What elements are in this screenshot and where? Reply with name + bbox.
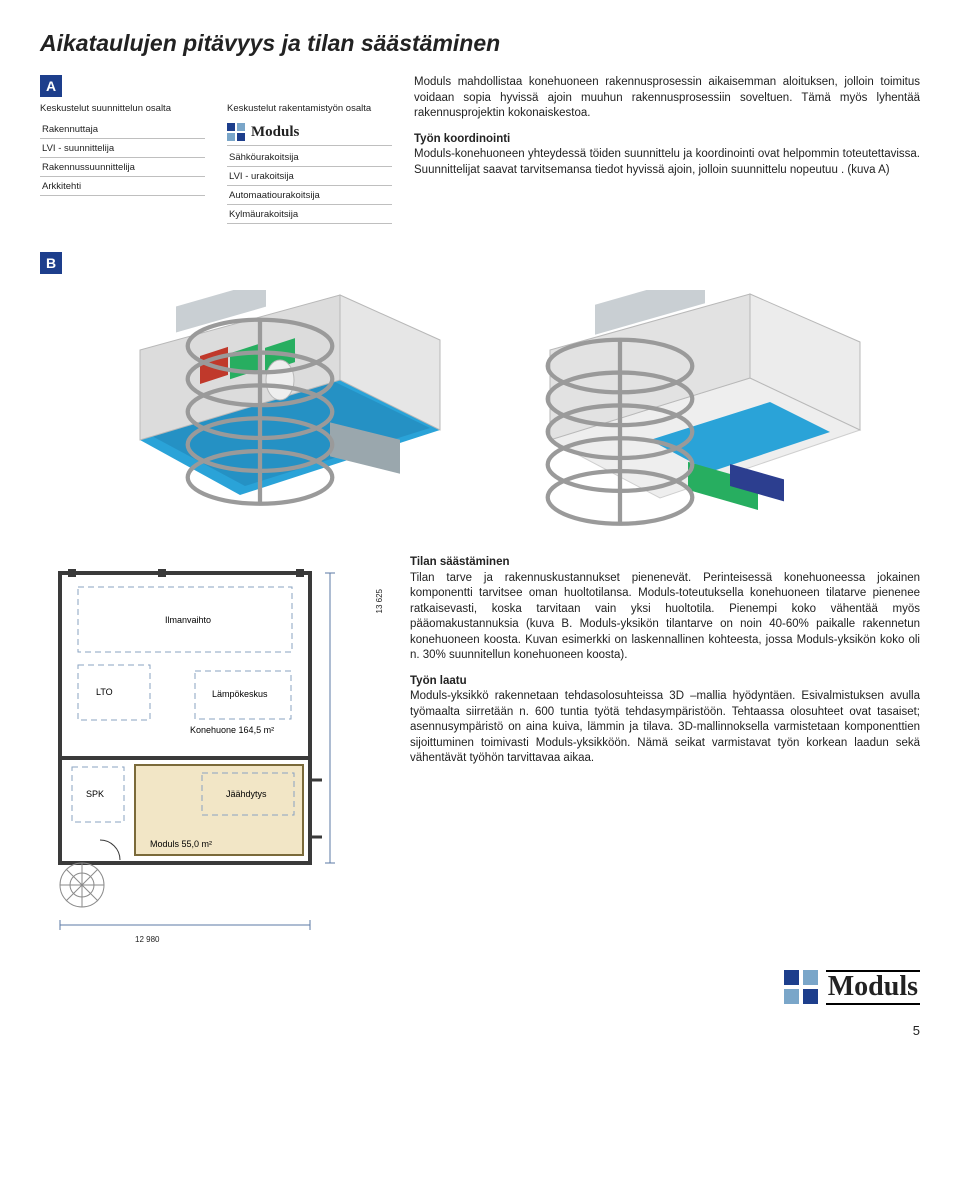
tilan-body: Tilan tarve ja rakennuskustannukset pien… (410, 572, 920, 662)
section-b: B (40, 252, 920, 530)
brand-text: Moduls (826, 970, 920, 1005)
spiral-stair-icon (430, 320, 810, 550)
page-title: Aikataulujen pitävyys ja tilan säästämin… (40, 30, 920, 57)
label-konehuone: Konehuone 164,5 m² (190, 725, 274, 735)
label-ilmanvaihto: Ilmanvaihto (165, 615, 211, 625)
brand-text: Moduls (251, 124, 299, 141)
laatu-heading: Työn laatu (410, 675, 467, 687)
list-item: Sähköurakoitsija (227, 148, 392, 167)
list-item: Arkkitehti (40, 177, 205, 196)
list-item: LVI - urakoitsija (227, 167, 392, 186)
moduls-logo-icon (227, 123, 245, 141)
floor-plan: Ilmanvaihto LTO Lämpökeskus Konehuone 16… (40, 555, 380, 940)
section-a: A Keskustelut suunnittelun osalta Rakenn… (40, 75, 920, 224)
iso-room-right (500, 290, 880, 520)
page-number: 5 (40, 1023, 920, 1038)
coord-body: Moduls-konehuoneen yhteydessä töiden suu… (414, 148, 920, 176)
footer: Moduls (40, 970, 920, 1005)
list-item: Rakennussuunnittelija (40, 158, 205, 177)
list-item: LVI - suunnittelija (40, 139, 205, 158)
badge-a: A (40, 75, 62, 97)
label-lto: LTO (96, 687, 113, 697)
spiral-stair-icon (70, 300, 450, 530)
label-lampokeskus: Lämpökeskus (212, 689, 268, 699)
list-item: Rakennuttaja (40, 120, 205, 139)
badge-b: B (40, 252, 62, 274)
label-jaahdytys: Jäähdytys (226, 789, 267, 799)
moduls-logo-icon (784, 970, 818, 1004)
mid-list-heading: Keskustelut rakentamistyön osalta (227, 103, 392, 114)
coord-heading: Työn koordinointi (414, 133, 510, 145)
dim-horizontal: 12 980 (135, 935, 159, 944)
list-item: Kylmäurakoitsija (227, 205, 392, 224)
label-spk: SPK (86, 789, 104, 799)
iso-room-left (80, 290, 460, 520)
tilan-heading: Tilan säästäminen (410, 556, 510, 568)
label-moduls: Moduls 55,0 m² (150, 839, 212, 849)
dim-vertical: 13 625 (375, 589, 384, 613)
section-c: Ilmanvaihto LTO Lämpökeskus Konehuone 16… (40, 555, 920, 940)
moduls-logo: Moduls (784, 970, 920, 1005)
intro-paragraph: Moduls mahdollistaa konehuoneen rakennus… (414, 75, 920, 122)
left-list-heading: Keskustelut suunnittelun osalta (40, 103, 205, 114)
laatu-body: Moduls-yksikkö rakennetaan tehdasolosuht… (410, 690, 920, 764)
list-item: Automaatiourakoitsija (227, 186, 392, 205)
